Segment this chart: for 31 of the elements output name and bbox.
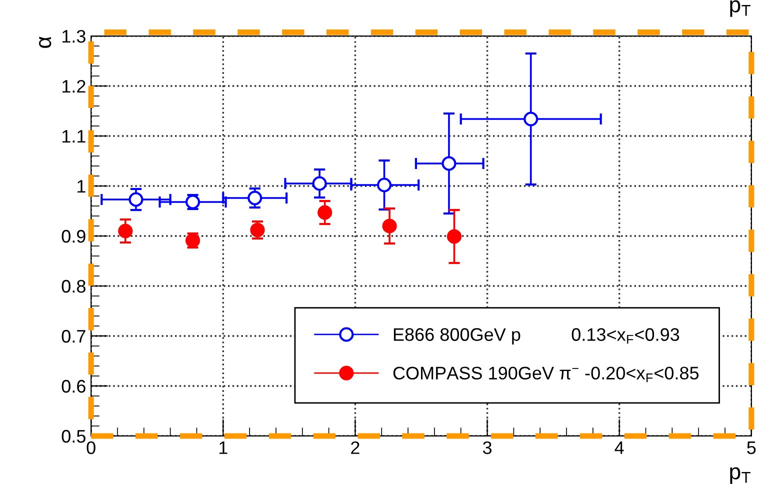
x-tick-label: 5	[747, 442, 756, 454]
text: p$_{T}$	[730, 0, 750, 17]
legend-label: E866 800GeV p 0.13<x$_{F}$<0.93	[394, 328, 680, 345]
point	[442, 156, 456, 171]
x-tick-label: 0	[86, 441, 96, 454]
point	[382, 218, 397, 234]
x-tick-label: 1	[220, 442, 228, 454]
y-tick-label: 0.6	[62, 380, 86, 393]
point	[312, 176, 327, 191]
x-tick-label: 4	[614, 442, 624, 454]
y-tick-label: 1.2	[62, 80, 86, 93]
x-tick-label: 2	[351, 441, 360, 454]
point	[524, 112, 538, 126]
point	[376, 178, 392, 192]
point	[250, 222, 265, 238]
y-tick-label: 0.9	[62, 230, 86, 243]
y-tick-label: 0.8	[62, 280, 86, 293]
x-axis-title: p$_{T}$	[730, 467, 750, 484]
y-tick-label: 0.5	[62, 430, 86, 443]
point	[118, 224, 133, 238]
y-tick-label: 1.3	[62, 30, 86, 43]
point	[248, 190, 262, 206]
x-tick-label: 3	[482, 441, 492, 454]
point	[446, 229, 462, 244]
y-axis-title: α	[38, 36, 52, 48]
y-tick-label: 1.1	[62, 130, 86, 143]
y-tick-label: 1	[78, 180, 86, 193]
legend-label: COMPASS 190GeV π$^{−}$ -0.20<x$_{F}$<0.85	[393, 366, 699, 382]
point	[318, 205, 332, 220]
point	[128, 192, 144, 207]
y-tick-label: 0.7	[62, 330, 86, 343]
